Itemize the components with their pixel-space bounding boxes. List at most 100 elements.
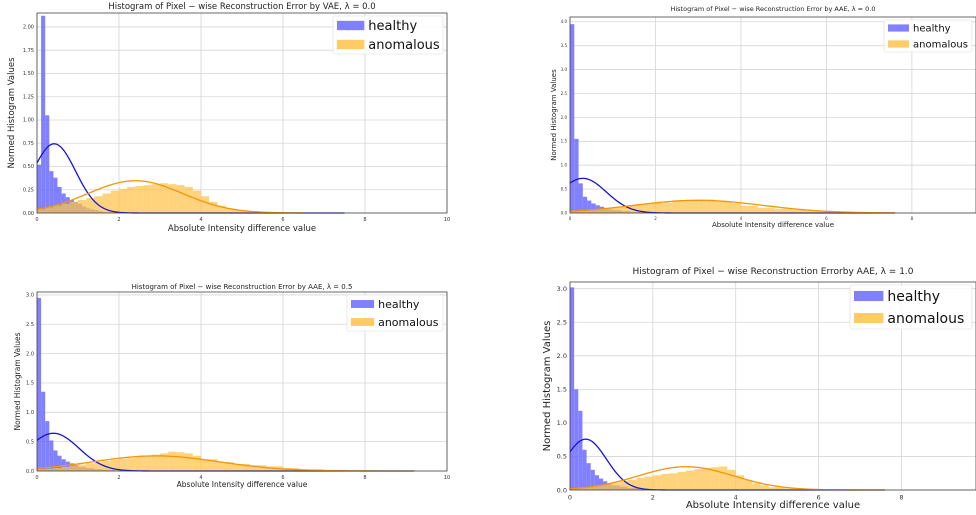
histogram-bar <box>184 453 193 471</box>
chart-title: Histogram of Pixel − wise Reconstruction… <box>632 267 913 277</box>
legend-label-healthy: healthy <box>378 298 420 311</box>
axes-frame <box>569 16 976 214</box>
chart-title: Histogram of Pixel − wise Reconstruction… <box>132 283 353 291</box>
legend: healthy anomalous <box>332 15 444 55</box>
legend-label-anomalous: anomalous <box>887 311 964 327</box>
histogram-bar <box>53 468 62 471</box>
x-axis-label: Absolute Intensity difference value <box>177 480 308 489</box>
histogram-bar <box>591 203 596 213</box>
histogram-bar <box>574 389 579 490</box>
y-tick-label: 1.0 <box>26 410 34 416</box>
histogram-bar <box>41 15 46 214</box>
y-tick-label: 3.0 <box>26 293 34 299</box>
y-tick-label: 4.0 <box>561 19 568 24</box>
x-tick-label: 6 <box>281 475 284 481</box>
x-tick-label: 4 <box>199 217 202 223</box>
density-curve-anomalous <box>569 199 895 214</box>
x-tick-label: 8 <box>363 475 366 481</box>
histogram-bar <box>160 183 169 213</box>
legend-swatch-healthy <box>888 24 909 32</box>
x-axis-label: Absolute Intensity difference value <box>686 500 860 511</box>
histogram-bar <box>719 466 728 490</box>
histogram-bar <box>78 464 87 471</box>
histogram-bar <box>686 470 695 490</box>
histogram-bar <box>727 469 736 490</box>
histogram-bar <box>689 200 699 213</box>
legend: healthy anomalous <box>883 19 973 53</box>
legend-swatch-anomalous <box>337 39 365 50</box>
histogram-bar <box>53 450 58 471</box>
histogram-bar <box>752 483 761 490</box>
legend-label-anomalous: anomalous <box>368 38 440 53</box>
histogram-bar <box>570 287 575 490</box>
x-tick-label: 0 <box>568 494 572 502</box>
histogram-bar <box>57 186 62 213</box>
chart-panel-4: 0 2 4 6 8 0.0 0.5 1.0 1.5 2.0 2.5 3.0 Histogram of P… <box>542 267 976 511</box>
histogram-bar <box>176 452 185 471</box>
histogram-bar <box>61 203 70 213</box>
histogram-bar <box>594 475 599 490</box>
legend: healthy anomalous <box>346 294 444 332</box>
histogram-bar <box>61 466 70 471</box>
x-tick-label: 6 <box>817 494 821 502</box>
histogram-bar <box>110 459 119 471</box>
histogram-bar <box>78 199 87 213</box>
histogram-bar <box>135 456 144 471</box>
histogram-bar <box>599 478 604 490</box>
histogram-bar <box>578 210 588 213</box>
y-tick-label: 3.0 <box>557 285 567 293</box>
histogram-bar <box>621 206 630 213</box>
histogram-bar <box>603 483 612 490</box>
histogram-bar <box>590 469 595 490</box>
histogram-bar <box>45 468 54 471</box>
x-tick-label: 2 <box>117 475 120 481</box>
histogram-bar <box>201 196 210 213</box>
legend-swatch-healthy <box>337 20 365 31</box>
histogram-bar <box>574 138 579 213</box>
histogram-bar <box>209 201 218 213</box>
y-tick-label: 1.75 <box>23 48 34 54</box>
histogram-bar <box>578 183 583 213</box>
legend-label-healthy: healthy <box>368 19 417 34</box>
axes-frame <box>36 291 448 472</box>
histogram-bar <box>192 455 201 471</box>
histogram-bar <box>233 463 251 471</box>
histogram-bar <box>151 454 160 471</box>
histogram-bar <box>775 208 793 213</box>
histogram-bar <box>604 208 613 213</box>
histogram-bar <box>732 203 741 213</box>
y-tick-label: 0.50 <box>23 164 34 170</box>
y-tick-label: 2.5 <box>561 91 568 96</box>
histogram-bar <box>611 482 620 490</box>
histogram-bar <box>53 205 62 213</box>
histogram-bar <box>570 24 575 214</box>
histogram-bar <box>628 479 637 490</box>
y-tick-label: 0.75 <box>23 141 34 147</box>
axes-frame <box>569 281 976 491</box>
histogram-bar <box>201 459 218 471</box>
histogram-bar <box>587 200 592 213</box>
histogram-bar <box>168 451 177 471</box>
x-tick-label: 2 <box>654 216 657 221</box>
histogram-bar <box>644 476 653 490</box>
legend-swatch-anomalous <box>351 318 375 326</box>
y-tick-label: 1.0 <box>561 163 568 168</box>
histogram-bar <box>217 462 234 471</box>
histogram-bar <box>102 461 111 471</box>
series-anomalous <box>570 466 836 490</box>
histogram-bar <box>41 391 46 471</box>
chart-panel-3: 0 2 4 6 8 10 0.0 0.5 1.0 1.5 2.0 2.5 3.0 Histogram of… <box>13 283 450 489</box>
histogram-bar <box>110 190 119 213</box>
x-tick-label: 10 <box>444 217 450 223</box>
y-tick-label: 2.5 <box>557 319 567 327</box>
y-tick-label: 2.00 <box>23 25 34 31</box>
histogram-bar <box>740 205 759 213</box>
histogram-bar <box>612 207 622 213</box>
histogram-bar <box>160 453 169 471</box>
histogram-bar <box>119 188 128 213</box>
legend-swatch-healthy <box>854 290 884 302</box>
y-tick-label: 3.5 <box>561 43 568 48</box>
histogram-bar <box>49 171 54 213</box>
histogram-bar <box>652 475 662 490</box>
